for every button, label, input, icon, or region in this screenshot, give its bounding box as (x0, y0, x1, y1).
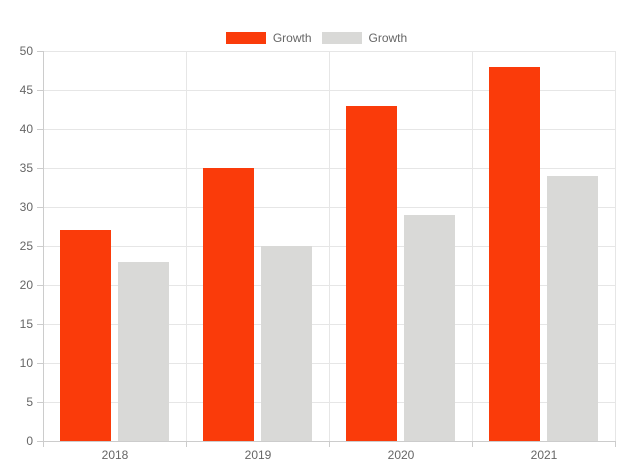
legend-label: Growth (272, 31, 312, 45)
y-axis-label: 10 (19, 356, 33, 370)
x-gridline (472, 51, 473, 441)
y-axis-tick (37, 90, 43, 91)
x-axis-tick (186, 441, 187, 447)
y-axis-tick (37, 207, 43, 208)
legend-item-series1[interactable]: Growth (225, 31, 312, 45)
x-axis-label: 2019 (244, 448, 272, 462)
y-axis-tick (37, 441, 43, 442)
y-axis-tick (37, 246, 43, 247)
bar-series1-2020[interactable] (346, 106, 397, 441)
x-axis-tick (472, 441, 473, 447)
y-axis-label: 40 (19, 122, 33, 136)
x-axis-label: 2018 (101, 448, 129, 462)
bar-series1-2019[interactable] (203, 168, 254, 441)
x-gridline (186, 51, 187, 441)
y-axis-tick (37, 129, 43, 130)
y-axis-tick (37, 168, 43, 169)
x-axis-tick (43, 441, 44, 447)
bar-series1-2021[interactable] (489, 67, 540, 441)
x-gridline (43, 51, 44, 441)
legend-swatch-icon (321, 32, 362, 44)
y-axis-tick (37, 402, 43, 403)
legend-label: Growth (368, 31, 408, 45)
y-axis-label: 0 (26, 434, 33, 448)
legend-swatch-icon (225, 32, 266, 44)
y-axis-tick (37, 285, 43, 286)
x-axis-tick (615, 441, 616, 447)
y-axis-tick (37, 324, 43, 325)
x-axis-label: 2020 (387, 448, 415, 462)
y-axis-label: 50 (19, 44, 33, 58)
y-axis-label: 45 (19, 83, 33, 97)
y-axis-label: 35 (19, 161, 33, 175)
bar-series2-2018[interactable] (118, 262, 169, 441)
y-axis-tick (37, 51, 43, 52)
bar-series2-2020[interactable] (404, 215, 455, 441)
bar-series1-2018[interactable] (60, 230, 111, 441)
y-axis-tick (37, 363, 43, 364)
bar-series2-2019[interactable] (261, 246, 312, 441)
legend-item-series2[interactable]: Growth (321, 31, 408, 45)
y-axis-label: 25 (19, 239, 33, 253)
x-gridline (615, 51, 616, 441)
y-axis-label: 15 (19, 317, 33, 331)
x-gridline (329, 51, 330, 441)
x-axis-label: 2021 (530, 448, 558, 462)
y-axis-label: 5 (26, 395, 33, 409)
bar-series2-2021[interactable] (547, 176, 598, 441)
x-axis-tick (329, 441, 330, 447)
y-axis-label: 30 (19, 200, 33, 214)
y-axis-label: 20 (19, 278, 33, 292)
chart-legend: Growth Growth (0, 31, 633, 45)
